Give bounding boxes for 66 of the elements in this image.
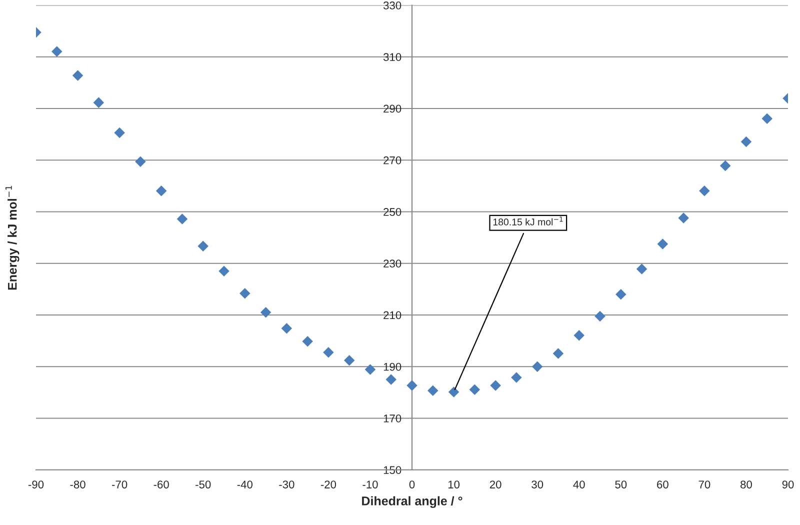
point (657, 238, 668, 250)
x-tick-label: -30 (279, 480, 294, 488)
point (135, 156, 146, 168)
point (114, 127, 125, 138)
point (52, 46, 62, 57)
y-tick-label: 270 (384, 156, 402, 164)
x-tick-label: 50 (615, 480, 627, 488)
point (93, 97, 104, 108)
x-tick-label: -70 (112, 480, 128, 488)
point (511, 372, 522, 383)
x-tick-label: 80 (740, 480, 752, 488)
point (636, 264, 648, 274)
y-tick-label: 250 (384, 208, 402, 216)
y-axis-title: Energy / kJ mol$^{−1}$ (5, 186, 20, 290)
point (406, 380, 418, 391)
point (740, 136, 752, 148)
x-tick-label: 0 (409, 480, 415, 488)
point (616, 288, 626, 300)
x-tick-label: 30 (532, 480, 544, 488)
x-tick-label: 60 (657, 480, 668, 488)
y-tick-label: 230 (384, 260, 402, 268)
x-tick-label: -40 (237, 480, 252, 488)
y-tick-label: 190 (384, 362, 402, 371)
point (156, 185, 167, 196)
point (448, 386, 460, 398)
x-tick-label: -10 (362, 480, 378, 488)
point (762, 113, 772, 124)
point (260, 307, 272, 318)
point (386, 374, 396, 385)
point (699, 185, 710, 196)
point (574, 330, 584, 341)
point (72, 70, 84, 81)
y-tick-label: 170 (384, 414, 402, 422)
x-axis-title: Dihedral angle / ° (362, 496, 462, 508)
point (198, 240, 208, 252)
x-tick-label: -80 (70, 480, 86, 488)
point (364, 364, 376, 375)
point (720, 160, 731, 172)
point (218, 266, 230, 276)
x-tick-label: 90 (782, 480, 794, 488)
y-tick-label: 330 (383, 2, 402, 10)
point (281, 323, 292, 334)
point (490, 380, 501, 391)
x-tick-label: 70 (698, 480, 710, 488)
point (469, 384, 480, 395)
x-tick-label: -20 (320, 480, 336, 488)
point (552, 348, 564, 359)
x-tick-label: -60 (154, 480, 169, 488)
point (678, 212, 689, 224)
point (428, 385, 438, 396)
y-tick-label: 310 (383, 53, 402, 62)
y-tick-label: 290 (384, 104, 402, 113)
x-tick-label: -90 (28, 480, 44, 488)
annotation: 180.15 kJ mol$^{−1}$ (493, 216, 563, 226)
point (594, 310, 606, 322)
y-tick-label: 210 (384, 311, 402, 320)
point (176, 214, 188, 224)
point (344, 355, 355, 366)
x-tick-label: 20 (490, 480, 502, 488)
point (302, 336, 313, 347)
x-tick-label: 10 (448, 480, 460, 488)
point (532, 361, 543, 372)
point (240, 288, 250, 299)
point (323, 347, 334, 358)
x-tick-label: -50 (196, 480, 211, 488)
x-tick-label: 40 (573, 480, 585, 488)
